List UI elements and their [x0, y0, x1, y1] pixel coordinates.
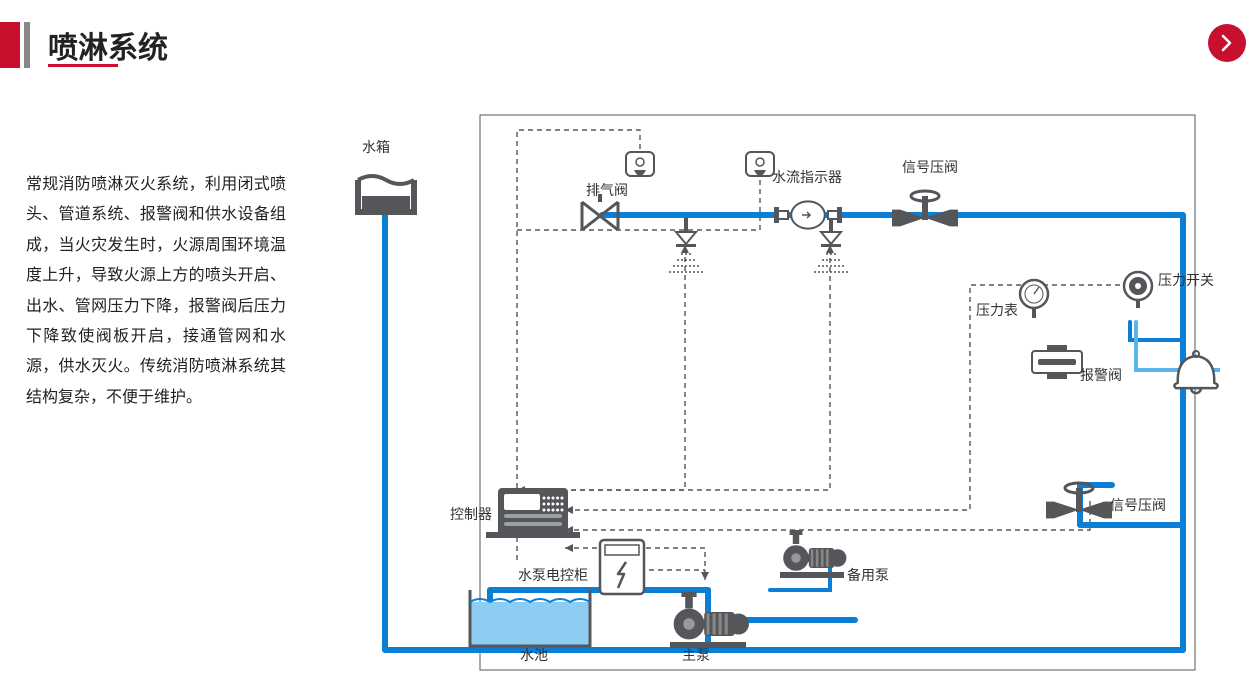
svg-text:信号压阀: 信号压阀 [902, 159, 958, 175]
system-diagram: 水箱控制器水泵电控柜水池主泵备用泵排气阀水流指示器信号压阀信号压阀压力表报警阀压… [350, 90, 1220, 680]
svg-text:水池: 水池 [520, 647, 548, 663]
svg-text:控制器: 控制器 [450, 506, 492, 522]
svg-text:水泵电控柜: 水泵电控柜 [518, 567, 588, 583]
svg-text:主泵: 主泵 [682, 647, 710, 663]
svg-text:压力开关: 压力开关 [1158, 272, 1214, 288]
title-underline [48, 64, 118, 67]
diagram-canvas: 水箱控制器水泵电控柜水池主泵备用泵排气阀水流指示器信号压阀信号压阀压力表报警阀压… [350, 90, 1220, 680]
arrow-right-icon [1218, 34, 1236, 52]
description-text: 常规消防喷淋灭火系统，利用闭式喷头、管道系统、报警阀和供水设备组成，当火灾发生时… [26, 170, 286, 413]
svg-text:压力表: 压力表 [976, 302, 1018, 318]
title-bar: 喷淋系统 [0, 22, 168, 68]
title-accent-secondary [24, 22, 30, 68]
svg-text:排气阀: 排气阀 [586, 182, 628, 198]
svg-text:水箱: 水箱 [362, 139, 390, 155]
svg-text:信号压阀: 信号压阀 [1110, 497, 1166, 513]
svg-text:备用泵: 备用泵 [847, 567, 889, 583]
title-accent-primary [0, 22, 20, 68]
next-button[interactable] [1208, 24, 1246, 62]
svg-text:水流指示器: 水流指示器 [772, 169, 842, 185]
page-title: 喷淋系统 [48, 23, 168, 67]
svg-text:报警阀: 报警阀 [1080, 367, 1122, 383]
